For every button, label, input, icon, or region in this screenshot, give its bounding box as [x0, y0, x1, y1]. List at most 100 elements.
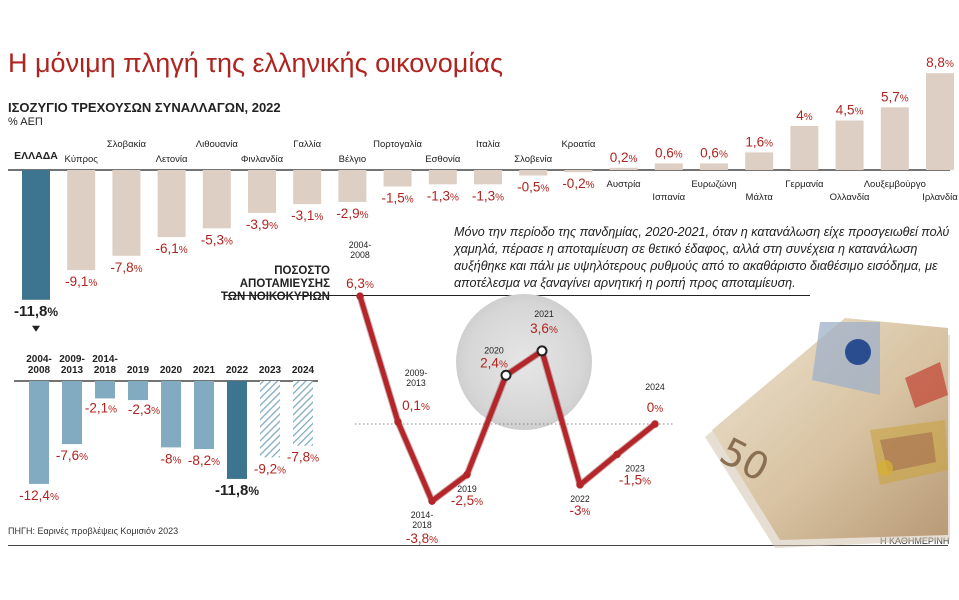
- country-label: Λουξεμβούργο: [864, 179, 926, 190]
- history-label: 2009-2013: [59, 354, 85, 376]
- savings-point: [428, 497, 436, 505]
- page-title: Η μόνιμη πληγή της ελληνικής οικονομίας: [8, 48, 503, 78]
- history-value-label: -11,8%: [215, 482, 259, 499]
- unit-label: % ΑΕΠ: [8, 116, 43, 128]
- country-label: Αυστρία: [607, 179, 642, 190]
- savings-period-label: 2009-2013: [405, 368, 428, 388]
- country-value-label: 8,8%: [926, 55, 954, 70]
- history-label: 2021: [193, 365, 216, 376]
- savings-period-label: 2014-2018: [411, 510, 434, 530]
- savings-point: [356, 292, 364, 300]
- country-label: Γερμανία: [785, 179, 824, 190]
- country-value-label: -6,1%: [156, 241, 188, 256]
- savings-value-label: -3%: [570, 503, 591, 518]
- country-label: Φινλανδία: [241, 154, 284, 165]
- source-note: ΠΗΓΗ: Εαρινές προβλέψεις Κομισιόν 2023: [8, 526, 179, 536]
- country-value-label: -0,2%: [562, 176, 594, 191]
- banknote-illustration: 50: [705, 318, 950, 548]
- history-bar: [227, 381, 247, 479]
- savings-point: [651, 420, 659, 428]
- chart-subtitle: ΙΣΟΖΥΓΙΟ ΤΡΕΧΟΥΣΩΝ ΣΥΝΑΛΛΑΓΩΝ, 2022: [8, 100, 281, 115]
- country-bar: [835, 120, 864, 170]
- history-value-label: -9,2%: [254, 461, 286, 476]
- country-value-label: 0,6%: [655, 145, 683, 160]
- country-label: Κύπρος: [65, 154, 99, 165]
- country-value-label: 0,2%: [610, 150, 638, 165]
- country-bar: [790, 126, 819, 170]
- country-bar: [383, 170, 412, 187]
- country-label: Ιταλία: [476, 139, 501, 150]
- country-bar: [67, 170, 96, 271]
- country-label: Λετονία: [156, 154, 188, 165]
- country-bar: [880, 107, 909, 170]
- country-bar: [248, 170, 276, 213]
- country-value-label: -0,5%: [517, 180, 549, 195]
- savings-value-label: 3,6%: [530, 321, 558, 336]
- savings-value-label: 0,1%: [402, 398, 430, 413]
- greece-history-bar-chart: 2004-2008 -12,4% 2009-2013 -7,6% 2014-2018 -2…: [14, 354, 319, 503]
- savings-value-label: -3,8%: [406, 531, 438, 546]
- country-bar: [474, 170, 502, 185]
- country-label: Σλοβακία: [107, 139, 147, 150]
- country-bar: [202, 170, 231, 229]
- country-value-label: -3,9%: [246, 217, 278, 232]
- country-bar: [338, 170, 367, 202]
- country-value-label: -9,1%: [65, 274, 97, 289]
- country-bar: [157, 170, 186, 238]
- country-label: Ολλανδία: [830, 192, 870, 203]
- down-arrow-icon: [32, 325, 40, 332]
- savings-point: [463, 471, 471, 479]
- country-bar: [428, 170, 457, 185]
- country-value-label: -11,8%: [14, 303, 58, 320]
- country-bar: [926, 73, 954, 170]
- bottom-rule: [8, 545, 948, 546]
- history-value-label: -12,4%: [19, 488, 59, 503]
- savings-value-label: 6,3%: [346, 276, 374, 291]
- country-label: Πορτογαλία: [373, 139, 422, 150]
- country-value-label: -5,3%: [201, 232, 233, 247]
- savings-chart-title: ΠΟΣΟΣΤΟ ΑΠΟΤΑΜΙΕΥΣΗΣ ΤΩΝ ΝΟΙΚΟΚΥΡΙΩΝ: [220, 265, 330, 303]
- country-bar: [22, 170, 50, 300]
- history-bar: [260, 381, 280, 458]
- history-bar: [29, 381, 49, 484]
- history-value-label: -2,1%: [85, 400, 117, 415]
- country-value-label: 4,5%: [836, 103, 864, 118]
- history-value-label: -7,6%: [56, 448, 88, 463]
- history-value-label: -8,2%: [188, 453, 220, 468]
- history-label: 2019: [127, 365, 150, 376]
- savings-point: [500, 369, 512, 381]
- savings-point: [576, 481, 584, 489]
- savings-period-label: 2021: [534, 309, 554, 319]
- savings-period-label: 2023: [625, 463, 645, 473]
- country-label: Εσθονία: [425, 154, 461, 165]
- savings-value-label: -2,5%: [451, 493, 483, 508]
- history-label: 2024: [292, 365, 315, 376]
- history-bar: [161, 381, 181, 448]
- country-value-label: 5,7%: [881, 89, 909, 104]
- country-bar: [293, 170, 322, 205]
- country-bar: [654, 163, 683, 170]
- country-bar: [609, 167, 638, 170]
- country-label: Σλοβενία: [514, 154, 552, 165]
- country-value-label: 4%: [796, 108, 813, 123]
- country-label: Κροατία: [561, 139, 595, 150]
- savings-line-chart: 2004-2008 6,3% 2009-2013 0,1% 2014-2018-3,8%…: [346, 240, 675, 546]
- country-label: Μάλτα: [746, 192, 774, 203]
- history-value-label: -2,3%: [128, 402, 160, 417]
- country-bar: [700, 163, 728, 170]
- country-value-label: -7,8%: [110, 260, 142, 275]
- history-bar: [128, 381, 148, 401]
- savings-value-label: -1,5%: [619, 472, 651, 487]
- country-bar: [564, 170, 593, 173]
- history-bar: [95, 381, 115, 399]
- country-label: Γαλλία: [293, 139, 321, 150]
- country-bar: [112, 170, 141, 256]
- country-bar-chart: ΕΛΛΑΔΑ -11,8% Κύπρος -9,1% Σλοβακία -7,8% Λετο…: [8, 55, 958, 332]
- country-value-label: 1,6%: [745, 134, 773, 149]
- country-label: Ευρωζώνη: [691, 179, 736, 190]
- country-label: Ιρλανδία: [922, 192, 958, 203]
- country-label: Ισπανία: [652, 192, 685, 203]
- history-bar: [293, 381, 313, 446]
- country-label: ΕΛΛΑΔΑ: [14, 150, 58, 162]
- savings-point: [613, 450, 621, 459]
